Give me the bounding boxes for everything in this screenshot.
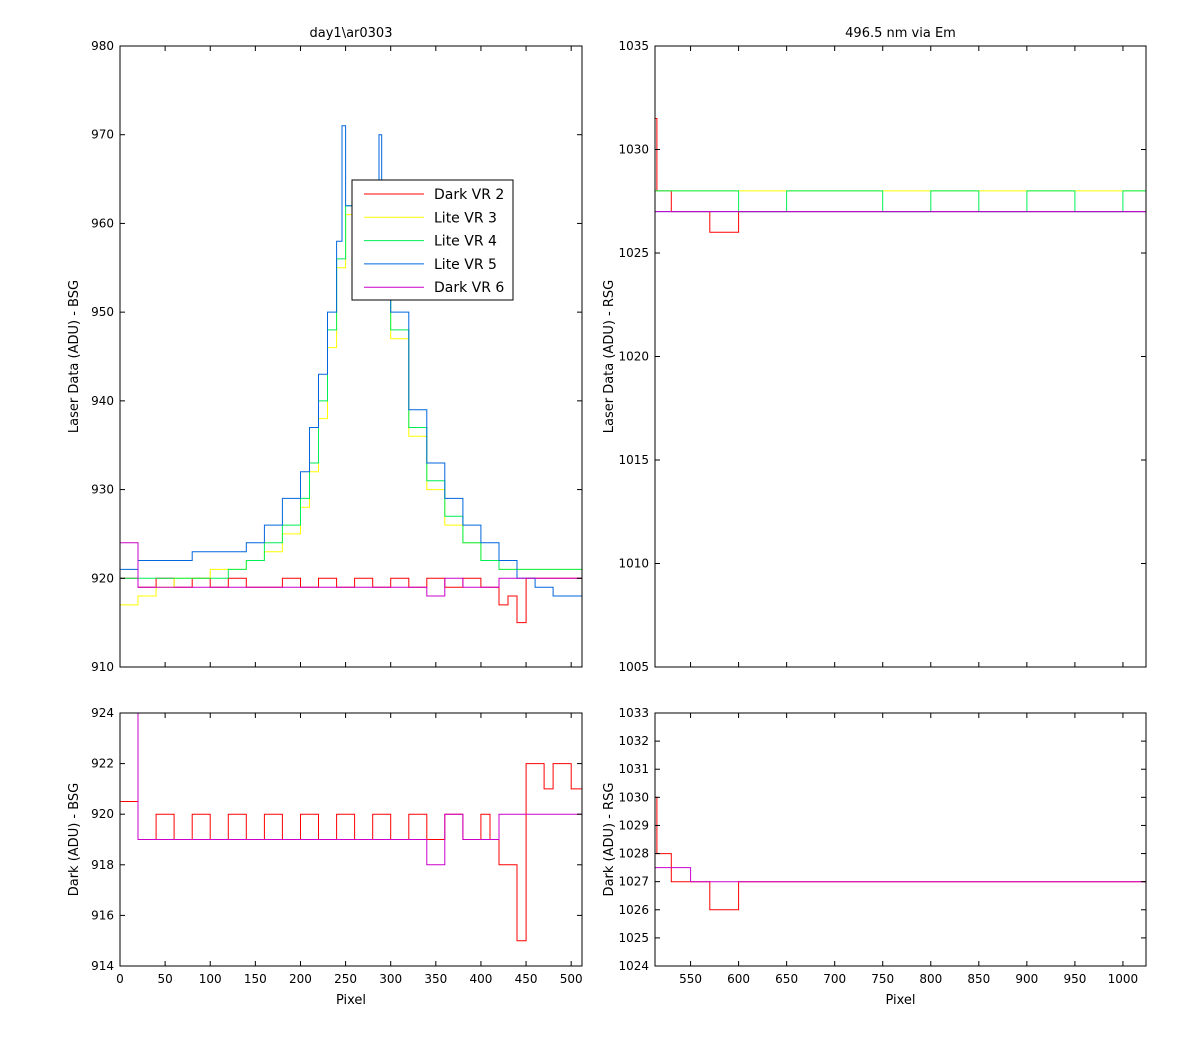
x-tick-label: 250 (334, 972, 357, 986)
y-tick-label: 980 (91, 39, 114, 53)
x-tick-label: 200 (289, 972, 312, 986)
plot-p4: 550 600 650 700 750 800 850 900 950 1000 1024 1025 1… (602, 706, 1147, 1008)
series-group (120, 125, 582, 624)
y-axis-label: Dark (ADU) - BSG (67, 783, 82, 897)
plot-p2: 1005 1010 1015 1020 1025 1030 1035 496.5 nm via… (602, 26, 1147, 674)
y-tick-label: 1020 (618, 350, 649, 364)
series-group (120, 713, 582, 942)
y-tick-label: 910 (91, 660, 114, 674)
x-tick-label: 800 (919, 972, 942, 986)
x-tick-label: 550 (679, 972, 702, 986)
y-tick-label: 960 (91, 216, 114, 230)
x-tick-label: 600 (727, 972, 750, 986)
series-group (655, 118, 1146, 233)
x-tick-label: 500 (560, 972, 583, 986)
legend-entry: Lite VR 4 (434, 234, 497, 250)
x-tick-label: 50 (157, 972, 172, 986)
y-tick-label: 1031 (618, 762, 649, 776)
x-axis-label: Pixel (336, 993, 366, 1008)
x-tick-label: 150 (244, 972, 267, 986)
x-tick-label: 100 (199, 972, 222, 986)
plot-frame (119, 712, 583, 967)
y-tick-label: 920 (91, 807, 114, 821)
x-tick-label: 650 (775, 972, 798, 986)
y-tick-label: 1028 (618, 847, 649, 861)
y-tick-label: 914 (91, 959, 114, 973)
x-tick-label: 1000 (1108, 972, 1139, 986)
x-tick-label: 700 (823, 972, 846, 986)
x-tick-label: 900 (1015, 972, 1038, 986)
y-tick-label: 930 (91, 483, 114, 497)
plot-p1: 910 920 930 940 950 960 970 980 day1\ar0303 Laser… (67, 26, 583, 674)
legend: Dark VR 2 Lite VR 3 Lite VR 4 Lite VR 5 Dark… (351, 179, 514, 301)
plot-area (655, 46, 1146, 667)
y-tick-label: 924 (91, 706, 114, 720)
x-tick-label: 350 (424, 972, 447, 986)
plot-frame (654, 712, 1147, 967)
y-tick-label: 920 (91, 571, 114, 585)
legend-box (351, 179, 514, 301)
y-tick-label: 1027 (618, 875, 649, 889)
y-tick-label: 1024 (618, 959, 649, 973)
x-axis-label: Pixel (885, 993, 915, 1008)
y-tick-label: 1015 (618, 453, 649, 467)
y-tick-label: 1030 (618, 143, 649, 157)
y-tick-label: 1033 (618, 706, 649, 720)
y-tick-label: 950 (91, 305, 114, 319)
plot-area (120, 46, 582, 667)
y-tick-label: 1025 (618, 246, 649, 260)
legend-entry: Dark VR 6 (434, 280, 504, 296)
x-tick-label: 850 (967, 972, 990, 986)
plot-frame (119, 45, 583, 668)
series-line-dark-vr-6 (120, 713, 582, 866)
y-tick-label: 1026 (618, 903, 649, 917)
y-tick-label: 922 (91, 757, 114, 771)
series-line-dark-vr-2 (120, 763, 582, 942)
y-tick-label: 1035 (618, 39, 649, 53)
x-tick-label: 400 (469, 972, 492, 986)
y-axis-label: Laser Data (ADU) - BSG (67, 280, 82, 433)
y-tick-label: 1005 (618, 660, 649, 674)
legend-entry: Lite VR 5 (434, 257, 497, 273)
series-group (655, 796, 1146, 911)
x-tick-label: 750 (871, 972, 894, 986)
plot-p3: 0 50 100 150 200 250 300 350 400 450 500 914 916 918 9… (67, 706, 583, 1008)
series-line-dark-vr-6 (120, 542, 582, 597)
legend-entry: Dark VR 2 (434, 187, 504, 203)
y-tick-label: 1010 (618, 557, 649, 571)
chart-title: day1\ar0303 (310, 26, 393, 41)
x-tick-label: 450 (515, 972, 538, 986)
series-line-lite-vr-5 (120, 125, 582, 597)
legend-entry: Lite VR 3 (434, 210, 497, 226)
y-tick-label: 940 (91, 394, 114, 408)
y-tick-label: 970 (91, 128, 114, 142)
y-tick-label: 918 (91, 858, 114, 872)
x-tick-label: 950 (1063, 972, 1086, 986)
y-tick-label: 1032 (618, 734, 649, 748)
y-axis-label: Dark (ADU) - RSG (602, 783, 617, 897)
y-axis-label: Laser Data (ADU) - RSG (602, 280, 617, 434)
x-tick-label: 300 (379, 972, 402, 986)
y-tick-label: 1030 (618, 790, 649, 804)
y-tick-label: 916 (91, 908, 114, 922)
y-tick-label: 1025 (618, 931, 649, 945)
chart-title: 496.5 nm via Em (845, 26, 956, 41)
y-tick-label: 1029 (618, 818, 649, 832)
series-line-dark-vr-6 (655, 867, 1146, 883)
plot-area (655, 713, 1146, 966)
x-tick-label: 0 (116, 972, 124, 986)
